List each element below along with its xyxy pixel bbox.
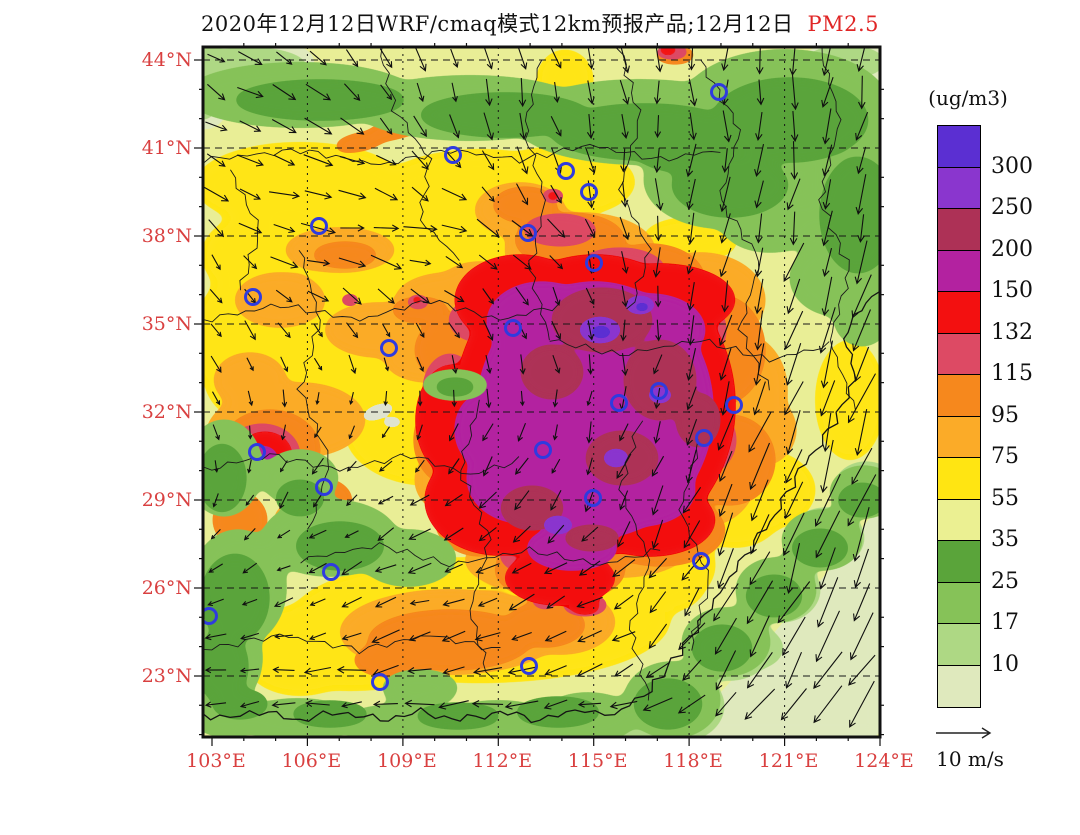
city-marker	[322, 563, 340, 581]
legend-tick-label: 300	[991, 153, 1033, 179]
lat-label: 26°N	[141, 577, 192, 599]
city-marker	[534, 441, 552, 459]
legend-tick-label: 200	[991, 236, 1033, 262]
city-marker	[650, 382, 668, 400]
legend-tick-label: 95	[991, 402, 1019, 428]
lon-label: 124°E	[854, 750, 914, 772]
province-boundaries	[203, 47, 856, 701]
lon-label: 103°E	[186, 750, 246, 772]
wind-scale-arrow	[936, 727, 992, 739]
city-marker	[244, 288, 262, 306]
lat-label: 35°N	[141, 313, 192, 335]
lat-label: 38°N	[141, 225, 192, 247]
lat-label: 32°N	[141, 401, 192, 423]
city-marker	[519, 224, 537, 242]
legend-color-box	[938, 375, 980, 417]
legend-color-box	[938, 126, 980, 168]
legend-tick-label: 25	[991, 568, 1019, 594]
grid-lines	[203, 47, 880, 737]
axis-ticks	[194, 43, 884, 746]
legend-color-box	[938, 167, 980, 209]
legend-color-box	[938, 250, 980, 292]
lon-label: 118°E	[663, 750, 723, 772]
lon-label: 106°E	[281, 750, 342, 772]
city-marker	[710, 83, 728, 101]
city-marker	[692, 552, 710, 570]
legend-tick-label: 250	[991, 195, 1033, 220]
lon-label: 121°E	[758, 750, 819, 772]
legend-color-box	[938, 209, 980, 251]
page-title: 2020年12月12日WRF/cmaq模式12km预报产品;12月12日 PM2.…	[0, 8, 1080, 38]
city-marker	[725, 396, 743, 414]
lat-label: 29°N	[141, 489, 192, 511]
legend-tick-label: 132	[991, 319, 1033, 345]
legend-color-box	[938, 541, 980, 583]
city-marker	[610, 394, 628, 412]
legend-tick-label: 17	[991, 610, 1019, 635]
city-marker	[580, 183, 598, 201]
contour-layers	[203, 47, 880, 737]
legend-colorbar	[937, 125, 981, 708]
contour-layer	[592, 303, 648, 338]
legend-tick-label: 75	[991, 444, 1019, 469]
title-text: 2020年12月12日WRF/cmaq模式12km预报产品;12月12日	[201, 12, 794, 36]
city-marker	[557, 162, 575, 180]
coastline	[203, 291, 880, 724]
wind-scale-label: 10 m/s	[936, 747, 1004, 771]
city-marker	[371, 673, 389, 691]
lon-label: 109°E	[377, 750, 437, 772]
city-marker	[380, 339, 398, 357]
legend-tick-label: 55	[991, 485, 1019, 511]
legend-tick-label: 10	[991, 651, 1019, 677]
legend-tick-label: 35	[991, 527, 1019, 552]
lat-label: 44°N	[141, 49, 192, 71]
legend-tick-label: 115	[991, 361, 1033, 386]
legend-tick-label: 150	[991, 278, 1033, 303]
title-pollutant-label: PM2.5	[807, 12, 879, 36]
legend-color-box	[938, 624, 980, 666]
legend-color-box	[938, 292, 980, 334]
city-marker	[695, 429, 713, 447]
map-border	[201, 45, 882, 739]
city-markers-layer	[203, 83, 743, 691]
contour-layer	[203, 78, 880, 729]
lon-label: 115°E	[567, 750, 628, 772]
lat-label: 23°N	[141, 665, 192, 687]
legend-color-box	[938, 458, 980, 500]
city-marker	[203, 607, 218, 625]
lon-label: 112°E	[472, 750, 533, 772]
legend-color-box	[938, 665, 980, 707]
city-marker	[310, 217, 328, 235]
city-marker	[444, 146, 462, 164]
city-marker	[248, 443, 266, 461]
city-marker	[584, 489, 602, 507]
city-marker	[504, 319, 522, 337]
city-marker	[585, 254, 603, 272]
legend-color-box	[938, 582, 980, 624]
lat-label: 41°N	[141, 137, 192, 159]
legend-unit-label: (ug/m3)	[928, 86, 1008, 110]
city-marker	[315, 478, 333, 496]
wind-arrows-layer	[203, 47, 877, 728]
legend-color-box	[938, 333, 980, 375]
city-marker	[520, 657, 538, 675]
legend-color-box	[938, 499, 980, 541]
legend-color-box	[938, 416, 980, 458]
